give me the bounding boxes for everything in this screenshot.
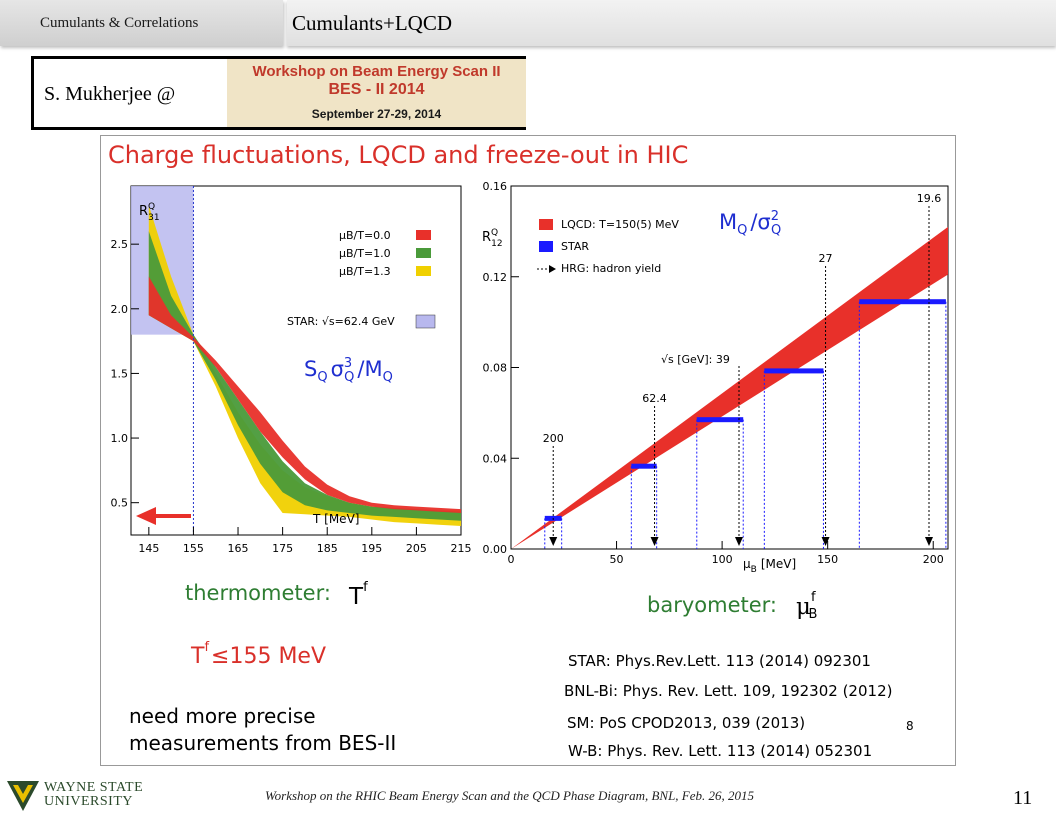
- x-tick-label: 200: [923, 553, 944, 566]
- figure-panel: Charge fluctuations, LQCD and freeze-out…: [100, 135, 956, 766]
- legend-label: μB/T=0.0: [339, 229, 391, 242]
- legend-label: STAR: √s=62.4 GeV: [287, 315, 395, 328]
- left-arrow: [136, 507, 191, 525]
- hrg-arrow-head: [650, 537, 659, 546]
- hrg-arrow-head: [821, 537, 830, 546]
- banner-line-2: BES - II 2014: [328, 81, 425, 98]
- sqrt-s-label: √s [GeV]: 39: [661, 353, 730, 366]
- left-formula: SQ σ3 Q/MQ: [304, 356, 393, 385]
- baryometer-label: baryometer:: [647, 593, 777, 617]
- right-axes-layer: 0 50 100 150 200 0.00 0.04 0.08 0.12 0.16: [483, 180, 944, 566]
- reference-bnl: BNL-Bi: Phys. Rev. Lett. 109, 192302 (20…: [564, 682, 892, 700]
- legend-swatch-head: [549, 265, 556, 273]
- x-tick-label: 195: [361, 542, 382, 555]
- x-tick-label: 150: [817, 553, 838, 566]
- star-point-2: [696, 417, 744, 423]
- university-logo-text: WAYNE STATE UNIVERSITY: [44, 780, 144, 809]
- legend-swatch: [416, 266, 431, 276]
- footer-text: Workshop on the RHIC Beam Energy Scan an…: [265, 788, 755, 803]
- hrg-point-label: 27: [819, 252, 833, 265]
- right-points-layer: 200 62.4 27 19.6: [543, 192, 947, 549]
- x-tick-label: 165: [228, 542, 249, 555]
- legend-label: STAR: [561, 240, 589, 253]
- banner-line-1: Workshop on Beam Energy Scan II: [252, 63, 501, 80]
- legend-swatch: [539, 241, 553, 252]
- y-tick-label: 0.12: [483, 271, 508, 284]
- thermometer-symbol: Tf: [348, 580, 368, 610]
- legend-label: μB/T=1.0: [339, 247, 391, 260]
- legend-label: HRG: hadron yield: [561, 262, 661, 275]
- x-tick-label: 185: [317, 542, 338, 555]
- left-chart: 145 155 165 175 185 195 205 2150.51.01.52.02.5 …: [111, 185, 472, 555]
- hrg-point-label: 200: [543, 432, 564, 445]
- star-point-1: [631, 463, 657, 469]
- star-point-4: [859, 299, 946, 305]
- right-chart: 200 62.4 27 19.6 0 50 100 150 200 0.00 0.04 0.08 0.…: [482, 180, 949, 575]
- y-tick-label: 1.5: [111, 367, 129, 380]
- y-tick-label: 2.0: [111, 303, 129, 316]
- star-point-3: [764, 368, 824, 374]
- left-axes-layer: 145 155 165 175 185 195 205 215 0.5 1.0 1.5 2.0 2.5: [111, 238, 472, 555]
- y-tick-label: 2.5: [111, 238, 129, 251]
- left-legend: μB/T=0.0 μB/T=1.0 μB/T=1.3 STAR: √s=62.4 Ge…: [287, 229, 436, 329]
- slide-title: Cumulants+LQCD: [292, 11, 453, 35]
- freezeout-temperature: Tf≤155 MeV: [190, 640, 326, 669]
- x-tick-label: 175: [272, 542, 293, 555]
- x-tick-label: 0: [508, 553, 515, 566]
- right-formula: MQ/σ2 Q: [719, 209, 781, 238]
- x-tick-label: 205: [406, 542, 427, 555]
- need-line-2: measurements from BES-II: [129, 731, 396, 755]
- thermometer-label: thermometer:: [185, 581, 331, 605]
- x-tick-label: 145: [138, 542, 159, 555]
- section-tab-bar: [0, 0, 283, 46]
- right-legend: LQCD: T=150(5) MeV STAR HRG: hadron yield: [537, 218, 679, 275]
- page-number: 11: [1013, 787, 1033, 809]
- title-bar: [287, 0, 1056, 46]
- y-tick-label: 0.16: [483, 180, 508, 193]
- reference-star: STAR: Phys.Rev.Lett. 113 (2014) 092301: [568, 652, 871, 670]
- baryometer-symbol: μf B: [796, 590, 817, 622]
- legend-label: LQCD: T=150(5) MeV: [561, 218, 679, 231]
- legend-swatch: [415, 314, 436, 329]
- right-band-layer: [511, 226, 948, 549]
- y-tick-label: 0.08: [483, 362, 508, 375]
- left-bands-layer: [148, 186, 462, 535]
- y-tick-label: 1.0: [111, 432, 129, 445]
- hrg-point-label: 62.4: [642, 392, 667, 405]
- y-tick-label: 0.04: [483, 452, 508, 465]
- legend-swatch: [539, 219, 553, 230]
- x-tick-label: 50: [610, 553, 624, 566]
- university-logo-icon: [7, 781, 39, 811]
- reference-sm: SM: PoS CPOD2013, 039 (2013): [567, 714, 805, 732]
- legend-label: μB/T=1.3: [339, 265, 391, 278]
- left-arrow-head: [136, 507, 156, 525]
- right-xlabel: μB [MeV]: [743, 557, 796, 575]
- x-tick-label: 100: [712, 553, 733, 566]
- x-tick-label: 155: [183, 542, 204, 555]
- hrg-arrow-head: [735, 537, 743, 546]
- panel-title: Charge fluctuations, LQCD and freeze-out…: [108, 141, 688, 169]
- y-tick-label: 0.5: [111, 497, 129, 510]
- reference-wb: W-B: Phys. Rev. Lett. 113 (2014) 052301: [568, 742, 872, 760]
- speaker-box: S. Mukherjee @ Workshop on Beam Energy S…: [31, 56, 526, 130]
- y-tick-label: 0.00: [483, 543, 508, 556]
- right-ylabel: RQ 12: [482, 228, 503, 249]
- lqcd-band: [511, 226, 948, 549]
- right-chart-frame: [510, 185, 949, 550]
- legend-swatch: [416, 230, 431, 240]
- workshop-banner: Workshop on Beam Energy Scan II BES - II…: [227, 59, 526, 127]
- need-line-1: need more precise: [129, 704, 316, 728]
- banner-line-3: September 27-29, 2014: [311, 107, 442, 121]
- reference-mark: 8: [906, 719, 914, 733]
- legend-swatch: [416, 248, 431, 258]
- x-tick-label: 215: [451, 542, 472, 555]
- speaker-name: S. Mukherjee @: [44, 83, 176, 105]
- section-tab-label: Cumulants & Correlations: [40, 15, 199, 31]
- hrg-arrow-head: [925, 537, 933, 546]
- figure-svg: Charge fluctuations, LQCD and freeze-out…: [108, 141, 949, 760]
- left-xlabel: T [MeV]: [312, 512, 359, 526]
- hrg-point-label: 19.6: [917, 192, 942, 205]
- hrg-arrow-head: [549, 537, 558, 546]
- left-ylabel: RQ 31: [139, 202, 160, 223]
